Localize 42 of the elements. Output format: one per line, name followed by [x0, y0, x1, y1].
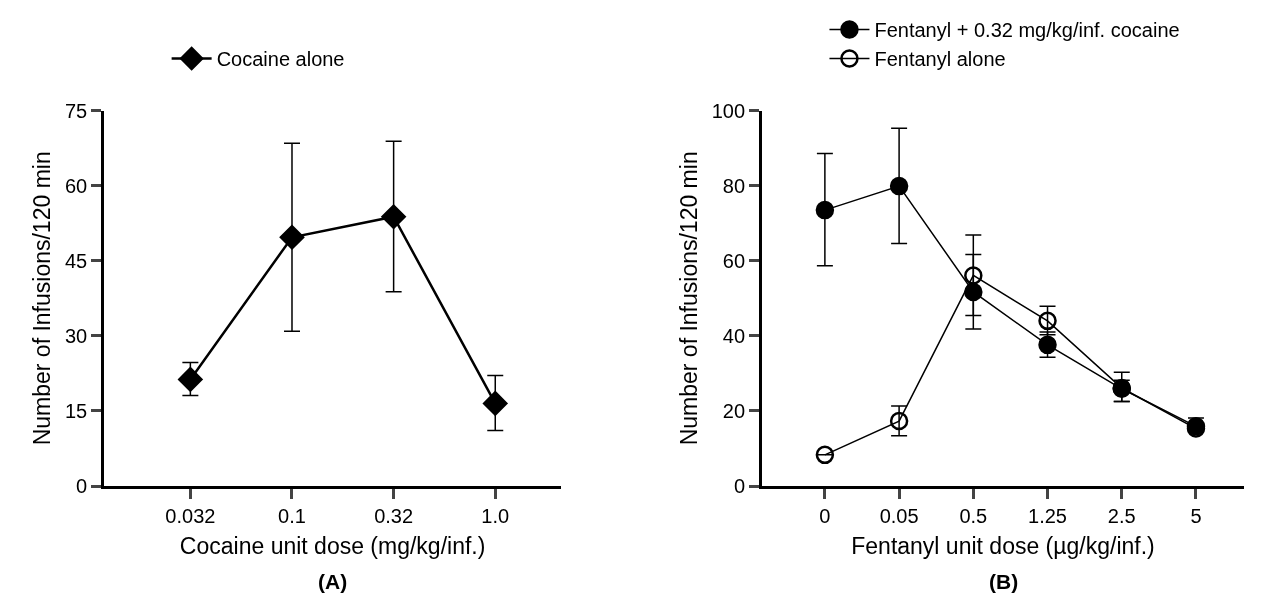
x-tick-label: 0.1: [278, 505, 306, 527]
point: [964, 266, 983, 285]
x-axis-title: Fentanyl unit dose (µg/kg/inf.): [851, 532, 1155, 559]
point: [1038, 311, 1057, 331]
y-tick-label: 100: [711, 99, 746, 122]
y-tick-label: 75: [64, 99, 88, 122]
legend-label: Cocaine alone: [216, 48, 345, 71]
x-tick-label: 1.0: [481, 505, 510, 527]
y-tick-label: 15: [64, 399, 88, 422]
x-tick-label: 0.5: [959, 505, 988, 527]
point: [482, 391, 508, 416]
text: (B): [989, 570, 1019, 593]
point: [279, 224, 305, 250]
point: [381, 204, 406, 230]
point: [815, 200, 835, 220]
point: [889, 176, 909, 196]
x-tick-label: 1.25: [1028, 505, 1067, 527]
y-tick-label: 0: [733, 475, 746, 497]
legend-label: Fentanyl + 0.32 mg/kg/inf. cocaine: [874, 19, 1180, 42]
x-tick-label: 0.32: [374, 505, 414, 527]
x-tick-label: 0.05: [879, 505, 919, 527]
y-tick-label: 20: [722, 399, 746, 422]
y-axis-title: Number of Infusions/120 min: [29, 151, 56, 446]
x-axis-title: Cocaine unit dose (mg/kg/inf.): [179, 532, 486, 559]
y-axis-title: Number of Infusions/120 min: [676, 151, 703, 446]
y-tick-label: 40: [722, 324, 746, 347]
point: [178, 367, 203, 392]
x-tick-label: 0.032: [165, 505, 216, 527]
text: (A): [318, 570, 348, 593]
x-tick-label: 5: [1190, 505, 1202, 527]
y-tick-label: 60: [722, 249, 746, 272]
y-tick-label: 45: [64, 249, 88, 272]
point: [1038, 335, 1057, 355]
point: [889, 411, 909, 431]
point: [815, 445, 835, 465]
y-tick-label: 60: [64, 174, 88, 197]
legend-label: Fentanyl alone: [874, 48, 1006, 71]
x-tick-label: 2.5: [1107, 505, 1136, 527]
y-tick-label: 0: [76, 475, 88, 497]
y-tick-label: 30: [64, 324, 88, 347]
x-tick-label: 0: [819, 505, 831, 527]
y-tick-label: 80: [722, 174, 746, 197]
